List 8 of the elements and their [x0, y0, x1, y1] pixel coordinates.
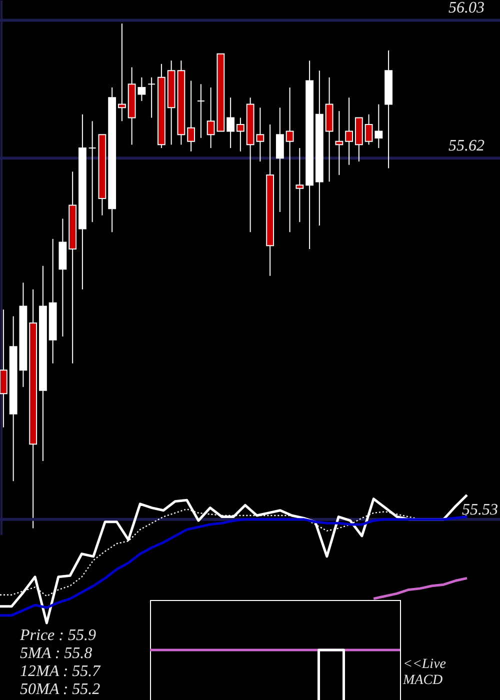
text: 50MA : 55.2 [20, 681, 100, 698]
text: 5MA : 55.8 [20, 645, 92, 662]
text: 12MA : 55.7 [20, 663, 102, 680]
annotation: 55.53 [462, 501, 498, 518]
y-tick-label: 55.62 [448, 138, 484, 155]
text: <<Live MACD [402, 657, 446, 688]
y-tick-label: 56.03 [448, 0, 484, 17]
text: Price : 55.9 [19, 627, 96, 644]
